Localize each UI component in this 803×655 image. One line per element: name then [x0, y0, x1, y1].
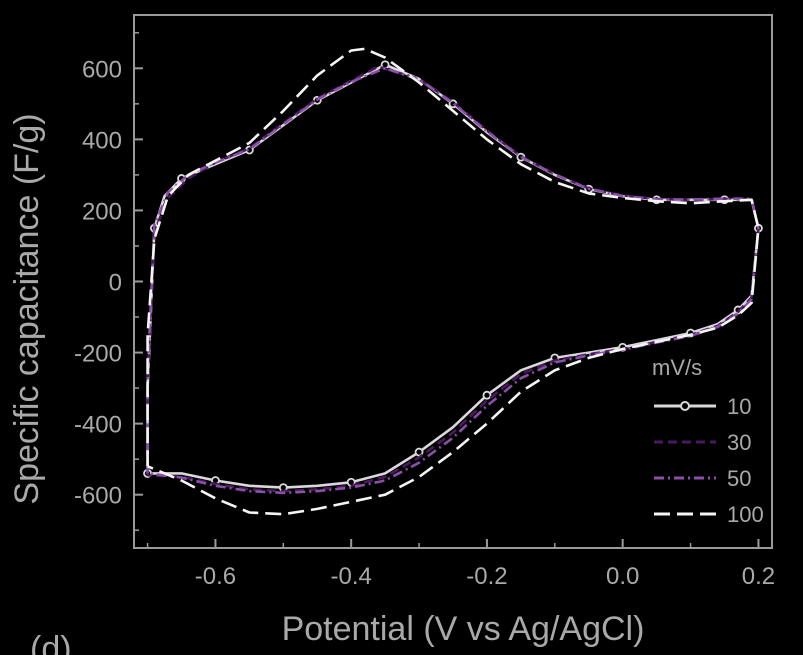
legend-label-10: 10	[727, 394, 751, 419]
legend: mV/s 10 30 50 100	[652, 355, 764, 527]
legend-label-100: 100	[727, 502, 764, 527]
legend-marker-10	[680, 401, 690, 411]
y-tick-label: -600	[74, 483, 122, 510]
legend-label-50: 50	[727, 466, 751, 491]
x-tick-label: 0.0	[606, 563, 639, 590]
series-line-100	[146, 47, 760, 516]
x-tick-label: -0.4	[331, 563, 372, 590]
plot-frame	[133, 14, 773, 549]
series-layer	[143, 47, 763, 516]
y-tick-label: 400	[82, 127, 122, 154]
y-tick-label: -400	[74, 412, 122, 439]
series-line-50	[146, 67, 760, 495]
y-axis-title: Specific capacitance (F/g)	[8, 113, 46, 504]
panel-label: (d)	[30, 630, 72, 655]
x-axis-ticks: -0.6 -0.4 -0.2 0.0 0.2	[146, 539, 775, 590]
y-tick-label: 200	[82, 198, 122, 225]
series-point-10	[414, 447, 424, 457]
legend-title: mV/s	[652, 355, 702, 380]
x-tick-label: -0.2	[466, 563, 507, 590]
y-tick-label: 0	[109, 270, 122, 297]
y-tick-label: 600	[82, 56, 122, 83]
plot-border	[133, 14, 773, 549]
y-tick-label: -200	[74, 341, 122, 368]
x-tick-label: 0.2	[742, 563, 775, 590]
legend-label-30: 30	[727, 430, 751, 455]
x-axis-title: Potential (V vs Ag/AgCl)	[282, 610, 645, 648]
series-point-10	[482, 390, 492, 400]
y-axis-ticks: -600 -400 -200 0 200 400 600	[74, 32, 143, 531]
series-line-10	[146, 63, 760, 489]
x-tick-label: -0.6	[195, 563, 236, 590]
